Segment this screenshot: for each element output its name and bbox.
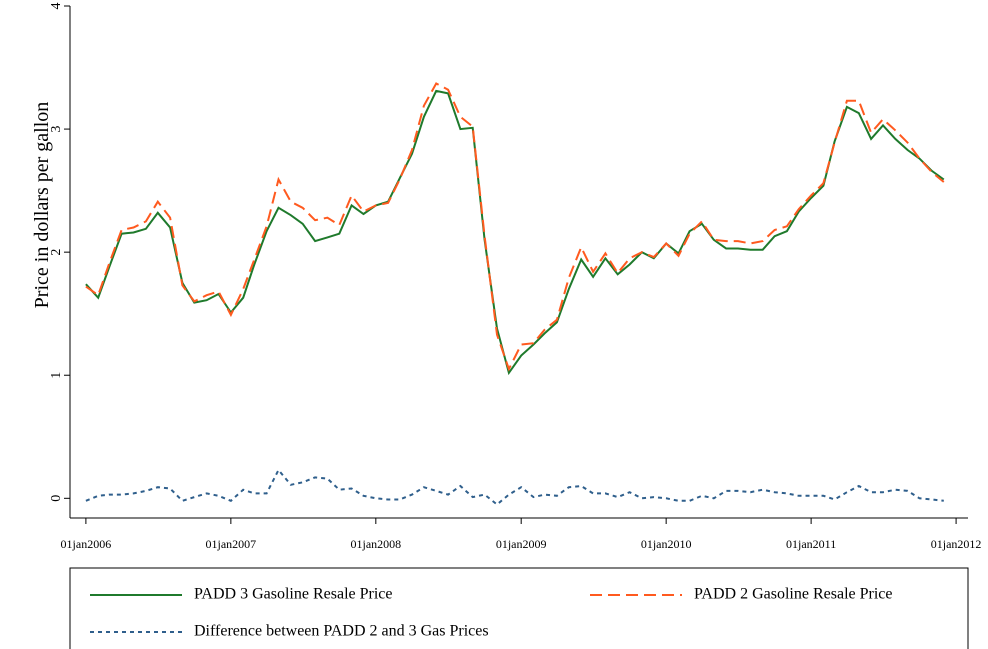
y-axis-label: Price in dollars per gallon — [31, 102, 53, 309]
y-tick-label: 2 — [49, 249, 64, 256]
y-tick-label: 0 — [49, 495, 64, 502]
x-tick-label: 01jan2008 — [350, 537, 401, 551]
x-tick-label: 01jan2012 — [931, 537, 982, 551]
x-tick-label: 01jan2006 — [61, 537, 112, 551]
line-series — [85, 82, 945, 372]
y-tick-label: 4 — [49, 3, 64, 10]
x-tick-label: 01jan2011 — [786, 537, 836, 551]
legend-label: PADD 3 Gasoline Resale Price — [194, 586, 393, 603]
legend-box — [69, 567, 969, 649]
x-tick-label: 01jan2007 — [206, 537, 257, 551]
x-tick-label: 01jan2010 — [641, 537, 692, 551]
line-series — [85, 468, 944, 506]
legend-label: PADD 2 Gasoline Resale Price — [694, 586, 893, 603]
y-tick-label: 1 — [49, 372, 64, 379]
legend-label: Difference between PADD 2 and 3 Gas Pric… — [194, 623, 489, 640]
line-series — [85, 89, 945, 376]
y-tick-label: 3 — [49, 126, 64, 133]
x-tick-label: 01jan2009 — [496, 537, 547, 551]
